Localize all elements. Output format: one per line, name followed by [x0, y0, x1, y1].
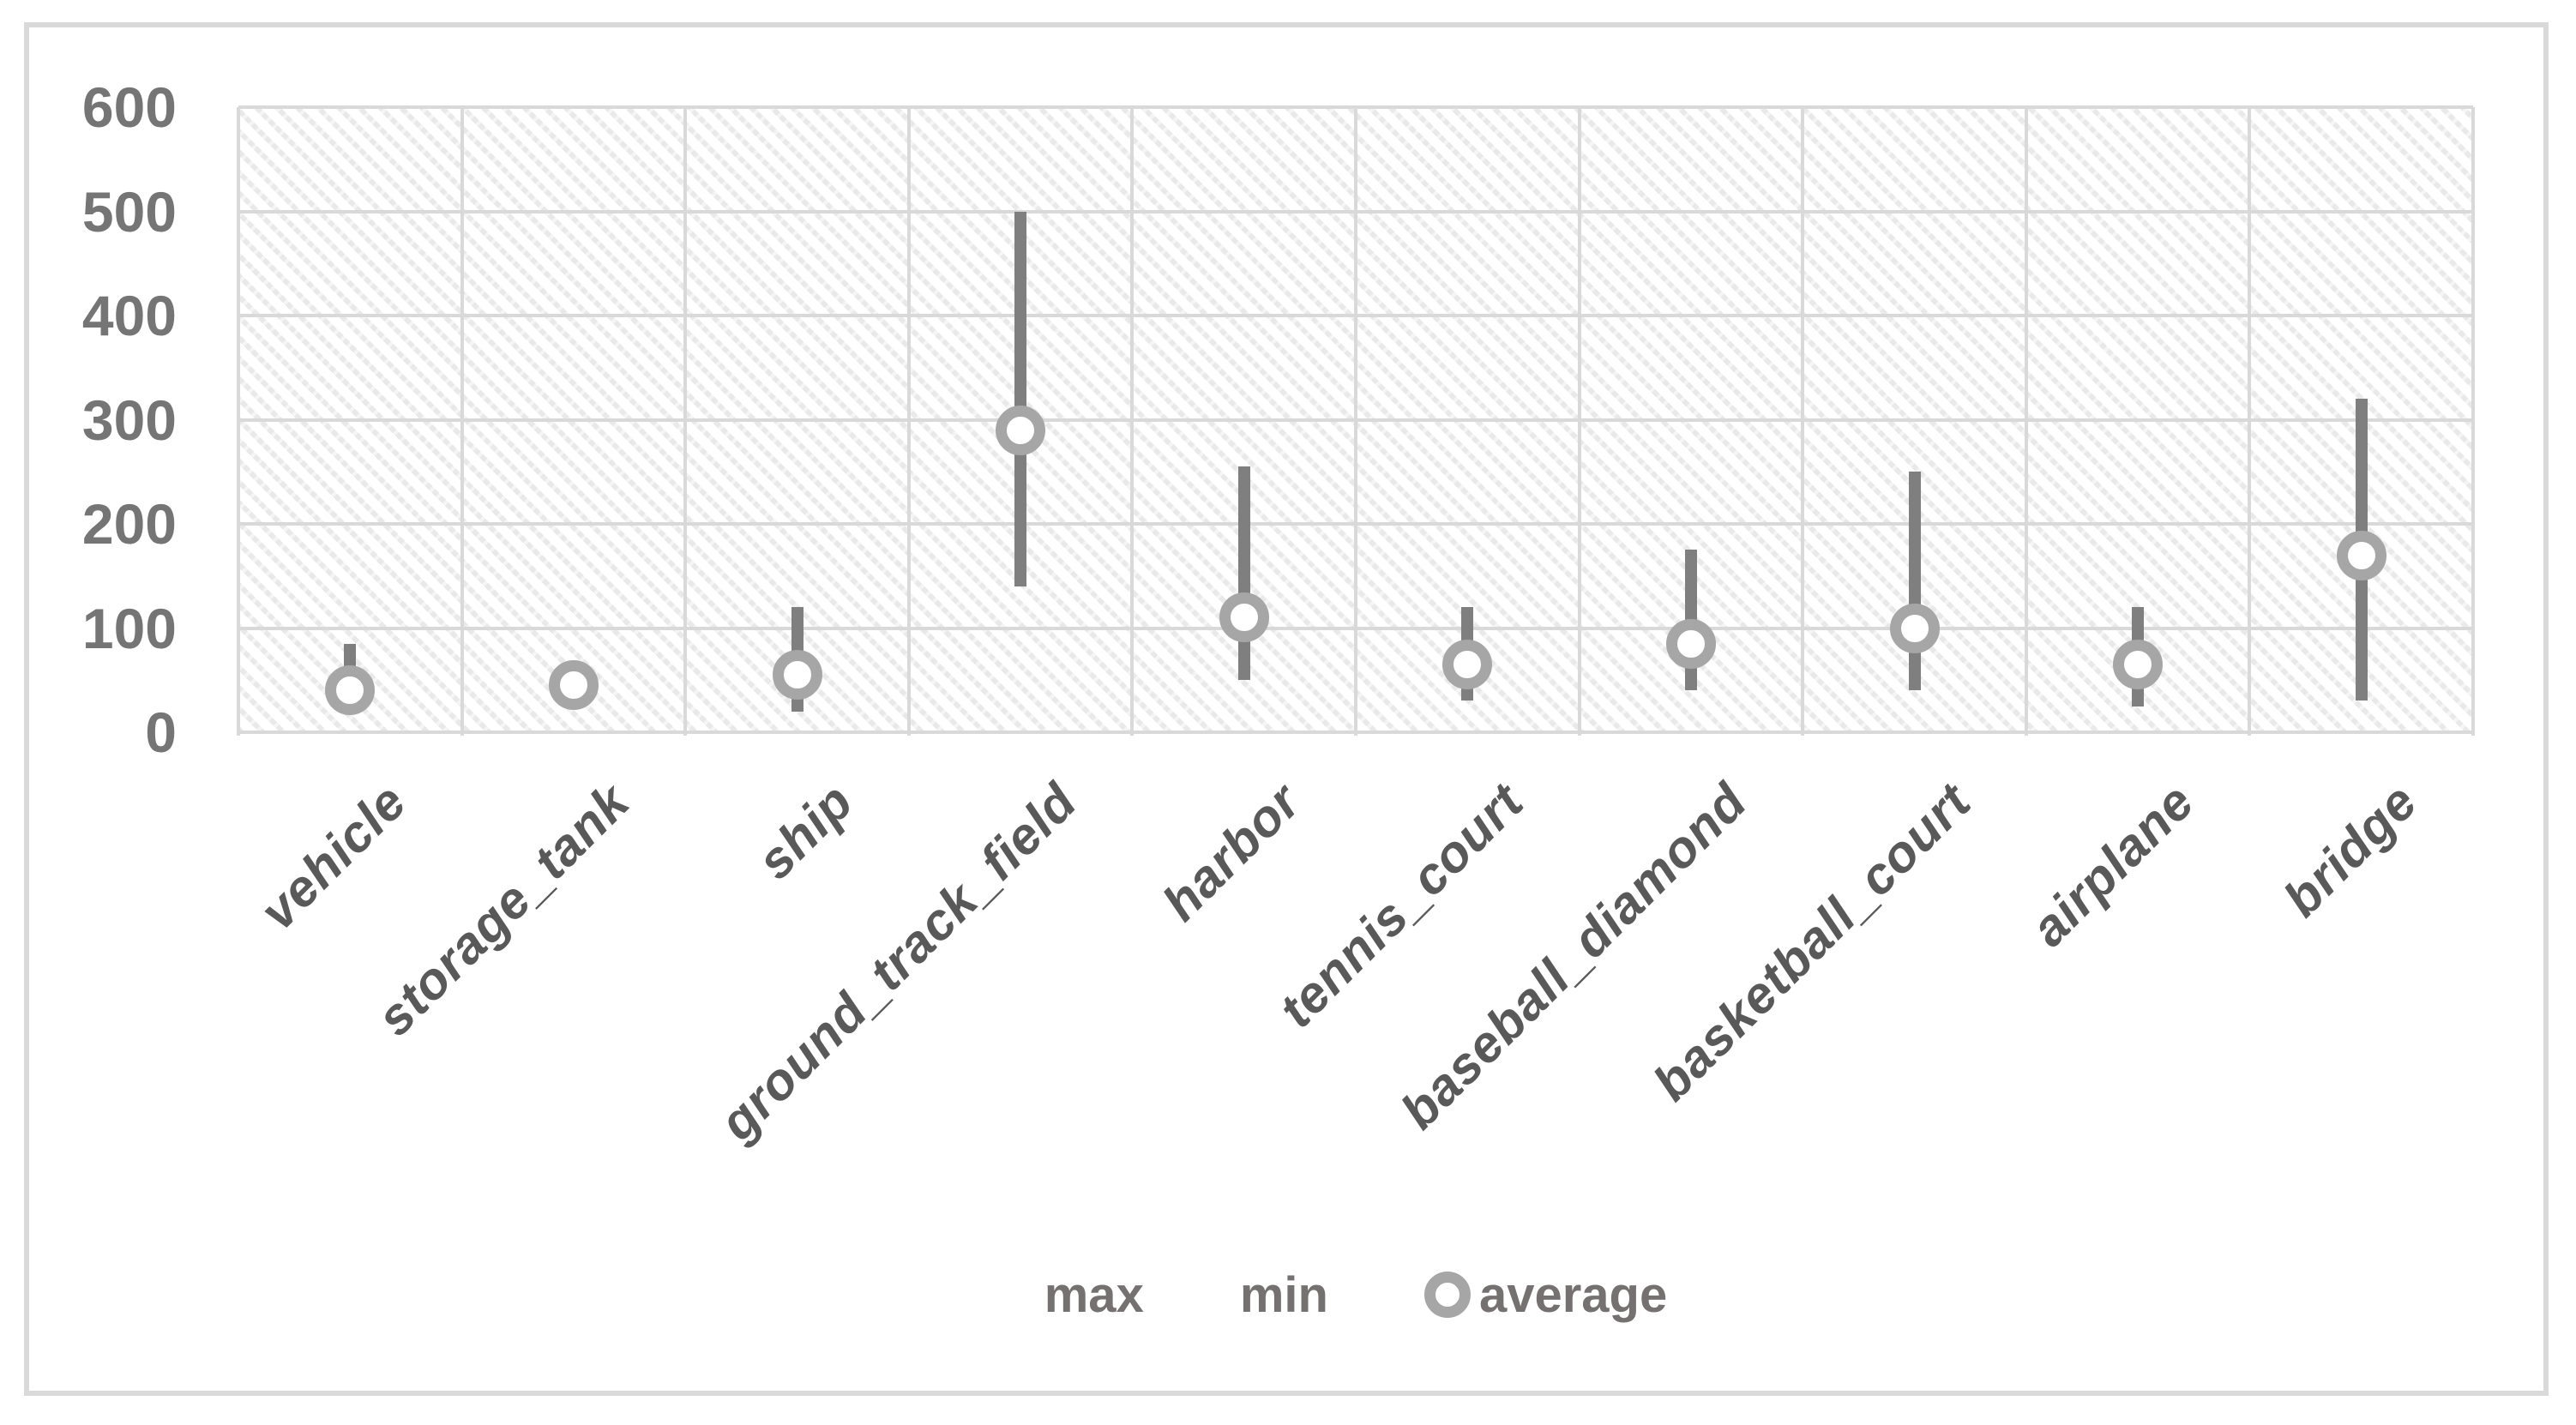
gridline-vertical [683, 107, 688, 736]
gridline-horizontal [238, 418, 2473, 422]
gridline-horizontal [238, 105, 2473, 109]
y-tick-label: 200 [81, 492, 177, 556]
gridline-vertical [1130, 107, 1135, 736]
average-marker-vehicle [325, 665, 376, 716]
y-tick-label: 300 [81, 388, 177, 452]
average-marker-ship [772, 650, 822, 700]
figure-border [24, 22, 2549, 1396]
gridline-vertical [906, 107, 911, 736]
y-tick-label: 500 [81, 179, 177, 244]
gridline-horizontal [238, 314, 2473, 317]
average-marker-harbor [1219, 592, 1269, 643]
legend-item-average: average [1423, 1266, 1668, 1324]
chart-legend: max min average [238, 1254, 2473, 1336]
gridline-horizontal [238, 731, 2473, 734]
average-marker-airplane [2113, 640, 2164, 689]
gridline-vertical [460, 107, 464, 736]
y-tick-label: 0 [145, 700, 177, 764]
gridline-vertical [2471, 107, 2475, 736]
legend-label-max: max [1044, 1266, 1144, 1323]
average-marker-ground_track_field [996, 405, 1046, 455]
average-marker-baseball_diamond [1665, 618, 1716, 669]
gridline-horizontal [238, 626, 2473, 630]
average-ring-icon [1423, 1272, 1471, 1318]
legend-label-min: min [1239, 1266, 1328, 1323]
range-bar-basketball_court [1908, 472, 1921, 691]
gridline-vertical [2024, 107, 2028, 736]
gridline-vertical [1354, 107, 1357, 736]
range-bar-ground_track_field [1014, 211, 1027, 586]
y-tick-label: 400 [81, 284, 177, 347]
legend-item-min: min [1240, 1266, 1328, 1324]
gridline-vertical [1577, 107, 1581, 736]
y-tick-label: 600 [81, 75, 177, 139]
gridline-horizontal [238, 522, 2473, 526]
gridline-vertical [2248, 107, 2252, 736]
average-marker-bridge [2336, 530, 2386, 580]
gridline-horizontal [238, 209, 2473, 213]
average-marker-storage_tank [548, 660, 599, 711]
average-marker-tennis_court [1442, 640, 1493, 689]
legend-label-average: average [1478, 1266, 1668, 1323]
legend-item-max: max [1044, 1266, 1144, 1324]
y-tick-label: 100 [81, 596, 177, 660]
range-bar-harbor [1237, 466, 1250, 681]
gridline-vertical [1801, 107, 1805, 736]
gridline-vertical [237, 107, 240, 736]
average-marker-basketball_court [1889, 603, 1940, 653]
